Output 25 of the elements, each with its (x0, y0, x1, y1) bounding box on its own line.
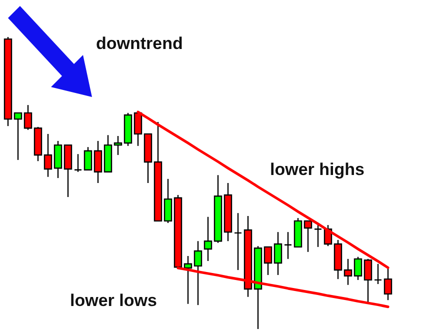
annotation: downtrend (96, 34, 183, 53)
annotation: lower lows (70, 291, 157, 310)
candlestick (164, 178, 172, 224)
candlestick (94, 140, 102, 184)
candlestick (184, 255, 192, 304)
candlestick (54, 140, 62, 179)
candlestick (304, 220, 312, 253)
candlestick (114, 135, 122, 156)
candlestick (74, 153, 82, 173)
candlestick (194, 240, 202, 306)
candlestick (264, 246, 272, 276)
candlestick (374, 263, 382, 285)
candlestick (14, 112, 22, 161)
candlestick (204, 216, 212, 262)
candlestick (274, 231, 282, 276)
candlestick (344, 258, 352, 286)
candlestick (314, 224, 322, 248)
candlestick (234, 212, 242, 271)
candlestick (44, 133, 52, 178)
candlestick (84, 146, 92, 170)
candlestick (24, 104, 32, 130)
candlestick (284, 231, 292, 260)
annotation: lower highs (270, 160, 364, 179)
candlestick (64, 144, 72, 198)
candlestick (354, 256, 362, 281)
